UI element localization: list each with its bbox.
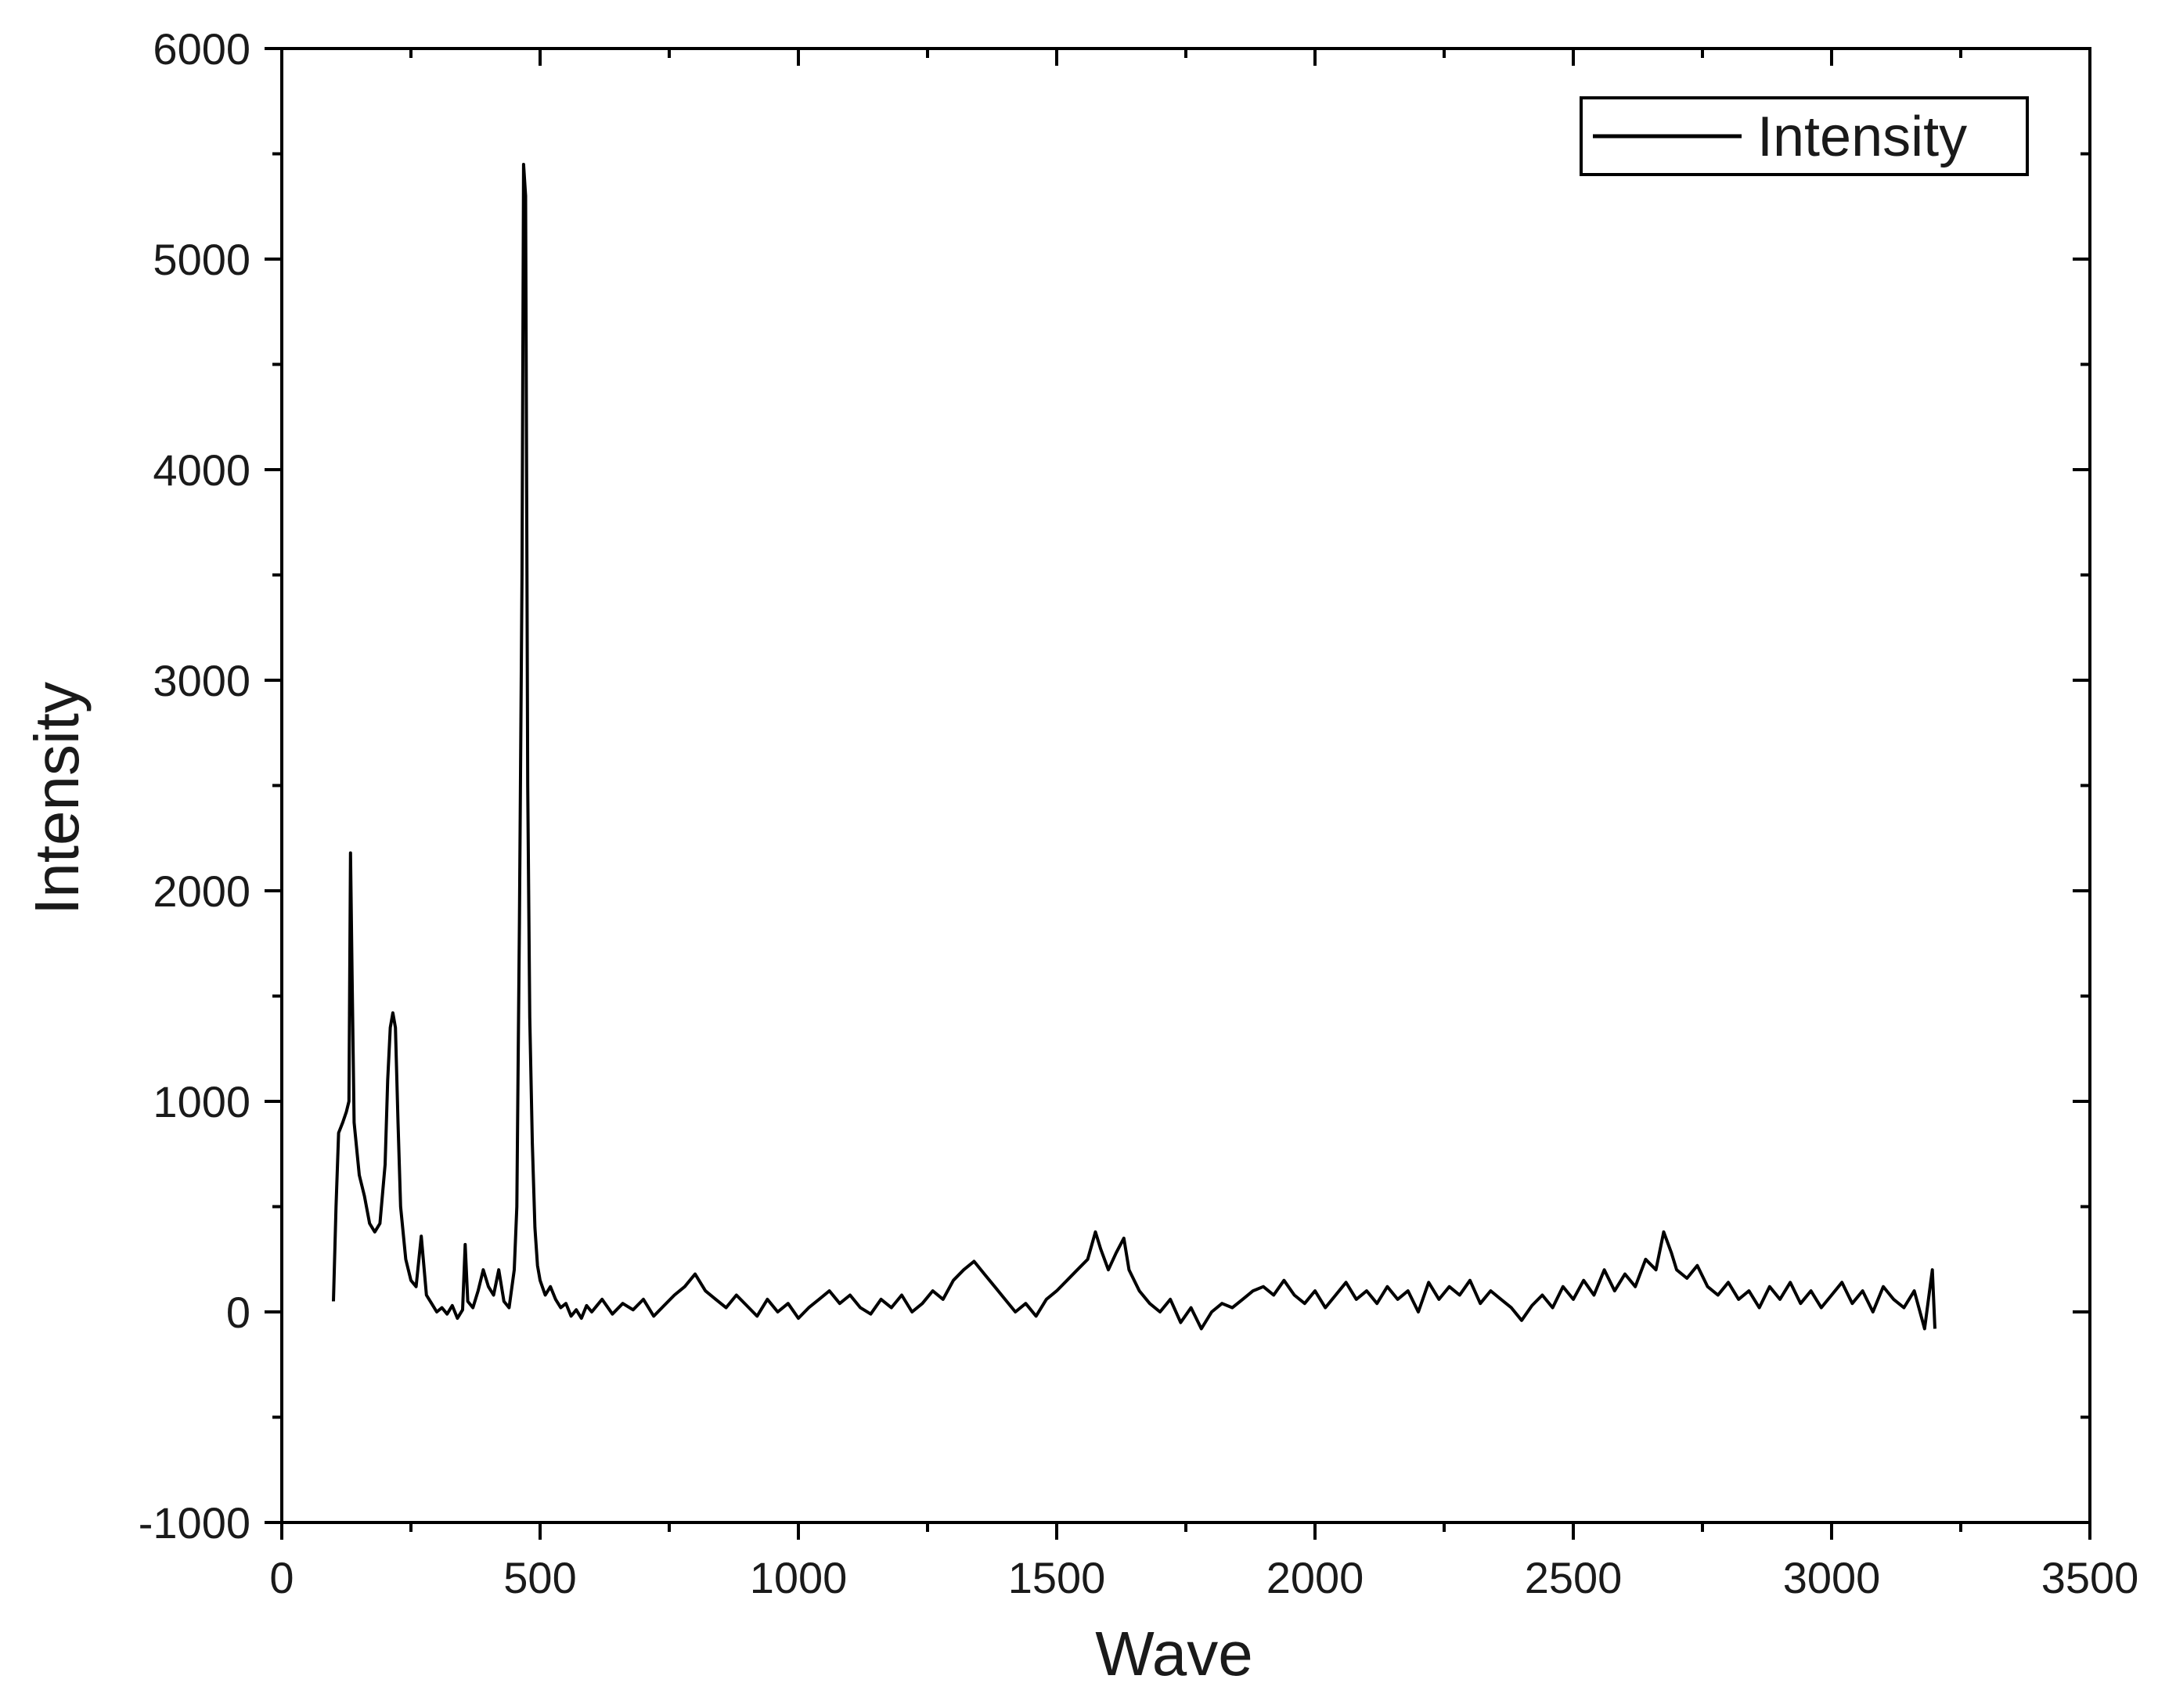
legend-label: Intensity bbox=[1757, 106, 1967, 168]
y-tick-label: 1000 bbox=[153, 1077, 250, 1126]
x-tick-labels: 0 500 1000 1500 2000 2500 3000 3500 bbox=[269, 1553, 2138, 1602]
x-tick-label: 2500 bbox=[1525, 1553, 1623, 1602]
x-tick-label: 2000 bbox=[1266, 1553, 1364, 1602]
x-tick-label: 0 bbox=[269, 1553, 294, 1602]
series-group bbox=[332, 163, 1936, 1331]
y-tick-labels: -1000 0 1000 2000 3000 4000 5000 6000 bbox=[139, 24, 250, 1548]
y-tick-label: 2000 bbox=[153, 867, 250, 916]
series-line-0 bbox=[332, 163, 1936, 1331]
x-axis-title: Wave bbox=[1095, 1619, 1253, 1688]
y-tick-label: 6000 bbox=[153, 24, 250, 74]
y-axis-title: Intensity bbox=[22, 682, 92, 915]
x-tick-label: 500 bbox=[503, 1553, 576, 1602]
axis-ticks bbox=[265, 47, 2091, 1540]
y-tick-label: 3000 bbox=[153, 656, 250, 705]
y-tick-label: 5000 bbox=[153, 235, 250, 284]
x-tick-label: 1500 bbox=[1008, 1553, 1106, 1602]
y-tick-label: 0 bbox=[226, 1288, 250, 1337]
legend: Intensity bbox=[1580, 96, 2029, 176]
x-tick-label: 3000 bbox=[1783, 1553, 1881, 1602]
y-tick-label: -1000 bbox=[139, 1498, 250, 1548]
x-tick-label: 3500 bbox=[2041, 1553, 2139, 1602]
y-tick-label: 4000 bbox=[153, 445, 250, 495]
x-tick-label: 1000 bbox=[750, 1553, 848, 1602]
